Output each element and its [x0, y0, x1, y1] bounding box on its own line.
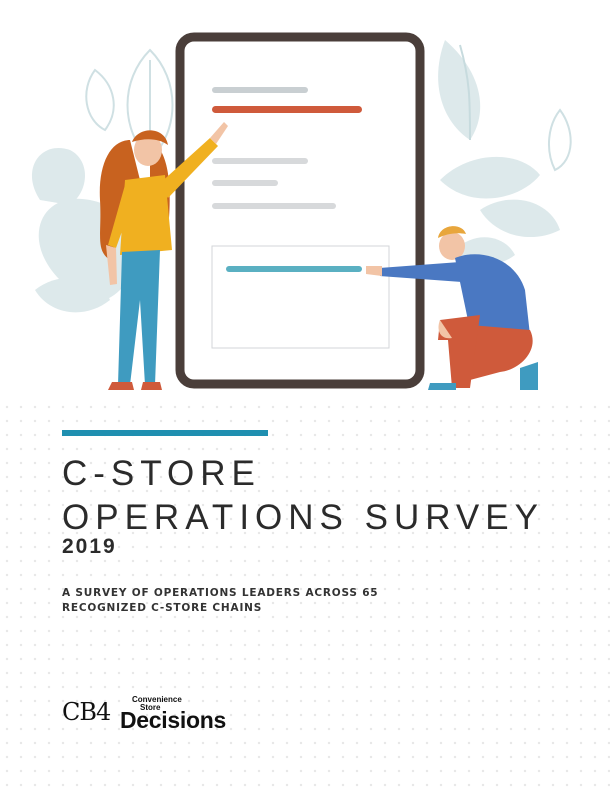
- report-title: C-STORE OPERATIONS SURVEY: [62, 452, 544, 540]
- subtitle-line-1: A SURVEY OF OPERATIONS LEADERS ACROSS 65: [62, 587, 379, 599]
- man-figure: [366, 226, 538, 390]
- report-year: 2019: [62, 535, 117, 558]
- subtitle-line-2: RECOGNIZED C-STORE CHAINS: [62, 602, 263, 614]
- report-subtitle: A SURVEY OF OPERATIONS LEADERS ACROSS 65…: [62, 586, 482, 616]
- csd-logo-store: Store: [140, 703, 161, 712]
- cb4-logo: CB4: [62, 698, 111, 726]
- title-line-1: C-STORE: [62, 454, 261, 493]
- hero-illustration: [31, 32, 572, 390]
- illustration-svg: [31, 32, 572, 390]
- title-line-2: OPERATIONS SURVEY: [62, 498, 544, 537]
- csd-logo-decisions: Decisions: [120, 707, 226, 733]
- dotted-background: [0, 400, 610, 791]
- woman-figure: [99, 122, 228, 390]
- publisher-logo: CB4 Convenience Store Decisions: [62, 696, 262, 736]
- tablet-device: [175, 32, 425, 389]
- csd-logo-convenience: Convenience: [132, 695, 182, 704]
- accent-bar: [62, 430, 268, 436]
